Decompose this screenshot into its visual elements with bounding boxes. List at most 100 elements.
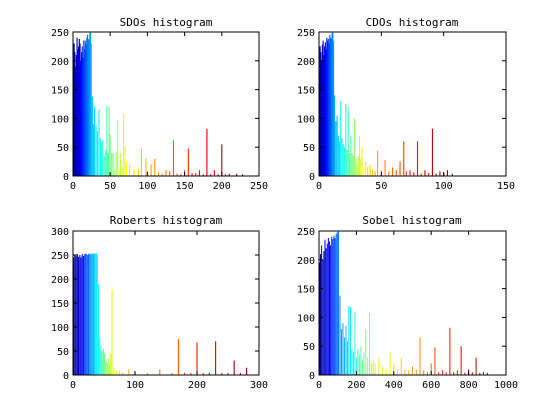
x-tick-label: 0 bbox=[316, 380, 322, 391]
histogram-bar bbox=[320, 254, 321, 375]
histogram-bar bbox=[217, 174, 219, 176]
bar-series bbox=[73, 253, 248, 375]
x-tick-label: 600 bbox=[422, 380, 440, 391]
histogram-bar bbox=[368, 312, 370, 375]
histogram-bar bbox=[319, 46, 321, 177]
y-tick-label: 150 bbox=[51, 86, 69, 97]
histogram-bar bbox=[389, 351, 391, 375]
histogram-bar bbox=[345, 104, 347, 176]
histogram-bar bbox=[483, 372, 485, 375]
histogram-bar bbox=[94, 106, 96, 176]
y-tick-label: 100 bbox=[297, 114, 315, 125]
histogram-bar bbox=[228, 173, 230, 176]
histogram-bar bbox=[367, 357, 369, 375]
x-tick-label: 250 bbox=[250, 181, 268, 192]
histogram-bar bbox=[99, 138, 102, 176]
histogram-bar bbox=[80, 257, 82, 375]
histogram-bar bbox=[395, 170, 397, 176]
histogram-bar bbox=[81, 254, 83, 375]
histogram-bar bbox=[361, 360, 363, 375]
histogram-bar bbox=[341, 138, 343, 176]
histogram-bar bbox=[108, 106, 110, 176]
histogram-bar bbox=[332, 32, 334, 176]
histogram-bar bbox=[84, 254, 86, 375]
histogram-bar bbox=[358, 354, 360, 375]
histogram-bar bbox=[171, 373, 173, 375]
sobel-title: Sobel histogram bbox=[362, 214, 462, 227]
histogram-bar bbox=[202, 373, 204, 375]
histogram-bar bbox=[158, 172, 160, 176]
histogram-bar bbox=[415, 369, 417, 375]
histogram-bar bbox=[99, 336, 101, 375]
histogram-bar bbox=[430, 363, 432, 375]
histogram-bar bbox=[333, 40, 335, 176]
histogram-bar bbox=[106, 105, 108, 176]
histogram-bar bbox=[210, 174, 212, 176]
histogram-bar bbox=[330, 37, 332, 177]
histogram-bar bbox=[355, 158, 357, 176]
histogram-bar bbox=[184, 372, 186, 375]
histogram-bar bbox=[464, 372, 466, 375]
histogram-bar bbox=[334, 95, 336, 176]
histogram-bar bbox=[416, 141, 419, 176]
histogram-bar bbox=[428, 173, 430, 176]
histogram-bar bbox=[161, 173, 163, 176]
histogram-bar bbox=[126, 161, 128, 176]
histogram-bar bbox=[353, 118, 356, 176]
histogram-bar bbox=[384, 159, 386, 176]
histogram-bar bbox=[74, 255, 76, 375]
histogram-bar bbox=[86, 34, 89, 176]
histogram-bar bbox=[137, 169, 140, 176]
x-tick-label: 50 bbox=[375, 181, 387, 192]
histogram-bar bbox=[372, 360, 374, 375]
histogram-bar bbox=[360, 346, 362, 375]
histogram-bar bbox=[236, 173, 238, 176]
histogram-bar bbox=[324, 46, 326, 177]
histogram-bar bbox=[76, 37, 78, 177]
histogram-bar bbox=[347, 106, 349, 176]
y-tick-label: 200 bbox=[297, 256, 315, 267]
histogram-bar bbox=[357, 155, 359, 176]
histogram-bar bbox=[439, 171, 441, 176]
histogram-bar bbox=[96, 131, 99, 176]
histogram-bar bbox=[221, 373, 223, 375]
histogram-bar bbox=[322, 40, 324, 176]
histogram-bar bbox=[79, 43, 81, 176]
histogram-bar bbox=[328, 241, 330, 375]
y-tick-label: 250 bbox=[51, 251, 69, 262]
histogram-bar bbox=[345, 326, 347, 375]
y-tick-label: 0 bbox=[309, 172, 315, 183]
roberts-title: Roberts histogram bbox=[110, 214, 223, 227]
histogram-bar bbox=[435, 173, 437, 176]
histogram-bar bbox=[438, 372, 440, 375]
subplot-sobel: Sobel histogram 0 200 400 600 800 1000 0 50 100 1… bbox=[297, 214, 518, 391]
histogram-bar bbox=[81, 46, 83, 177]
y-tick-label: 0 bbox=[63, 172, 69, 183]
histogram-bar bbox=[78, 256, 80, 375]
histogram-bar bbox=[121, 167, 123, 176]
histogram-bar bbox=[77, 49, 79, 176]
histogram-bar bbox=[198, 170, 201, 176]
histogram-bar bbox=[320, 52, 322, 176]
histogram-bar bbox=[106, 363, 108, 375]
histogram-bar bbox=[431, 128, 434, 176]
y-tick-label: 100 bbox=[297, 313, 315, 324]
histogram-bar bbox=[80, 60, 82, 176]
histogram-bar bbox=[408, 370, 410, 375]
histogram-bar bbox=[321, 44, 323, 176]
histogram-bar bbox=[352, 155, 354, 176]
histogram-bar bbox=[118, 171, 120, 176]
x-tick-label: 0 bbox=[316, 181, 322, 192]
y-tick-label: 250 bbox=[51, 28, 69, 39]
histogram-bar bbox=[87, 254, 90, 375]
histogram-bar bbox=[403, 141, 405, 176]
histogram-bar bbox=[323, 251, 325, 375]
histogram-bar bbox=[363, 167, 365, 176]
histogram-bar bbox=[355, 357, 357, 375]
y-tick-label: 50 bbox=[303, 342, 315, 353]
histogram-bar bbox=[124, 146, 126, 176]
histogram-bar bbox=[101, 351, 103, 375]
histogram-bar bbox=[224, 174, 227, 176]
histogram-bar bbox=[165, 170, 167, 176]
